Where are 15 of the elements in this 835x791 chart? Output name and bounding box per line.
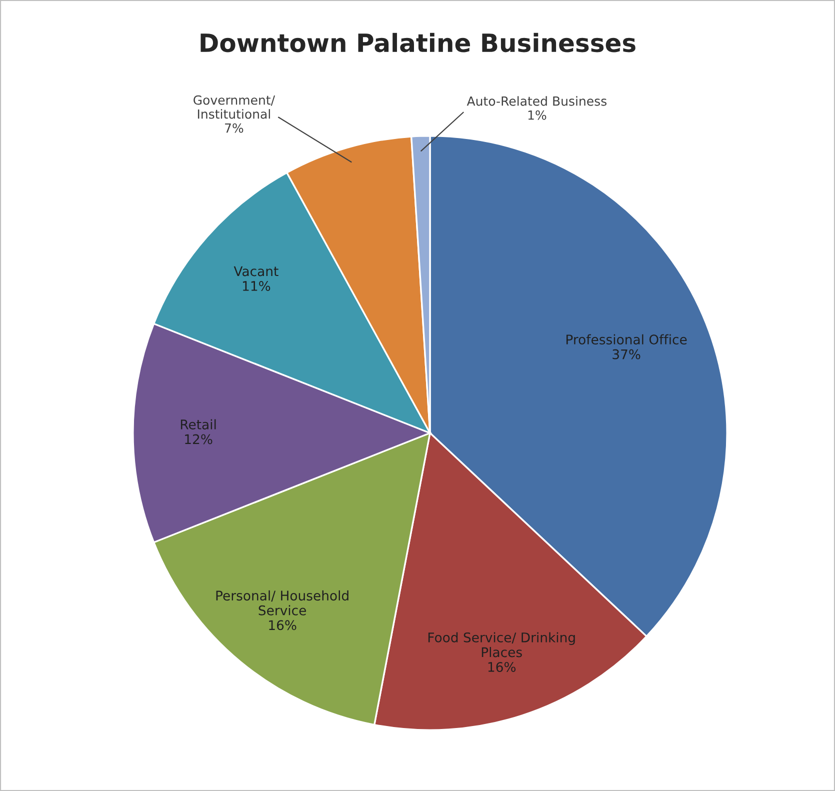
data-label: 16% — [488, 662, 516, 672]
slice-label: Auto-Related Business — [466, 96, 606, 106]
data-label: 11% — [242, 281, 270, 291]
slice-label: Retail — [180, 419, 216, 430]
data-label: 12% — [185, 434, 212, 444]
slice-label: Government/ Institutional — [194, 95, 276, 119]
data-label: 16% — [269, 620, 296, 630]
slice-label: Vacant — [234, 266, 278, 276]
data-label: 37% — [612, 349, 640, 360]
slice-label: Food Service/ Drinking Places — [428, 632, 575, 658]
slice-label: Professional Office — [566, 334, 687, 344]
data-label: 1% — [528, 110, 546, 120]
slice-label: Personal/ Household Service — [216, 590, 348, 616]
chart-title: Downtown Palatine Businesses — [200, 32, 636, 52]
data-label: 7% — [225, 123, 244, 133]
